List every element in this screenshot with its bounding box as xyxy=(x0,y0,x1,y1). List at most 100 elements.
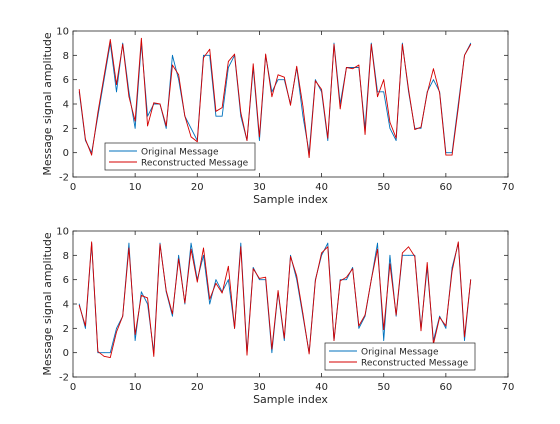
data-point xyxy=(203,57,204,59)
data-point xyxy=(451,267,453,268)
data-point xyxy=(134,127,136,129)
data-point xyxy=(91,154,93,156)
data-point xyxy=(215,110,217,112)
data-point xyxy=(234,327,235,329)
data-point xyxy=(420,126,422,128)
data-point xyxy=(346,276,347,278)
data-point xyxy=(364,134,366,135)
data-point xyxy=(122,43,124,45)
data-point xyxy=(339,280,341,282)
data-point xyxy=(103,75,105,77)
data-point xyxy=(147,297,148,299)
data-point xyxy=(395,314,397,316)
y-tick-label: 4 xyxy=(63,100,69,111)
data-point xyxy=(470,43,472,45)
x-tick-label: 20 xyxy=(191,182,204,193)
y-tick-label: 2 xyxy=(63,124,69,135)
data-point xyxy=(439,315,441,317)
data-point xyxy=(159,103,161,105)
data-point xyxy=(196,281,198,283)
data-point xyxy=(134,340,136,341)
y-tick-label: 4 xyxy=(63,300,69,311)
data-point xyxy=(339,279,341,281)
data-point xyxy=(333,340,335,341)
data-point xyxy=(128,96,130,98)
data-point xyxy=(395,315,397,317)
data-point xyxy=(314,80,316,82)
x-tick-label: 30 xyxy=(253,382,266,393)
data-point xyxy=(215,282,217,284)
data-point xyxy=(103,352,105,354)
data-point xyxy=(296,275,298,277)
data-point xyxy=(203,247,204,249)
y-tick-label: -2 xyxy=(59,173,69,184)
data-point xyxy=(401,43,403,45)
data-point xyxy=(227,279,229,281)
legend-entry: Reconstructed Message xyxy=(361,359,469,369)
data-point xyxy=(457,107,459,109)
data-point xyxy=(377,248,378,250)
data-point xyxy=(153,355,155,357)
y-tick-label: 10 xyxy=(56,27,69,38)
data-point xyxy=(128,242,130,244)
data-point xyxy=(395,137,397,139)
data-point xyxy=(420,127,422,129)
data-point xyxy=(234,53,235,55)
data-point xyxy=(283,337,285,339)
data-point xyxy=(445,325,447,327)
legend-box xyxy=(324,342,476,371)
data-point xyxy=(209,298,211,300)
data-point xyxy=(352,268,354,270)
data-point xyxy=(370,42,372,44)
data-point xyxy=(165,127,167,129)
data-point xyxy=(277,79,279,81)
data-point xyxy=(352,68,354,70)
data-point xyxy=(259,279,260,281)
data-point xyxy=(426,262,428,264)
data-point xyxy=(140,295,142,296)
data-point xyxy=(122,42,124,44)
data-point xyxy=(240,112,242,113)
data-point xyxy=(215,279,217,281)
x-axis-label: Sample index xyxy=(253,193,328,206)
data-point xyxy=(302,106,304,107)
data-point xyxy=(159,242,161,244)
data-point xyxy=(314,79,316,81)
data-point xyxy=(221,292,223,294)
x-tick-label: 0 xyxy=(70,382,76,393)
data-point xyxy=(401,42,403,44)
data-point xyxy=(178,79,180,81)
data-point xyxy=(209,303,211,305)
data-point xyxy=(283,76,285,78)
x-axis-label: Sample index xyxy=(253,393,328,406)
data-point xyxy=(140,37,142,39)
data-point xyxy=(97,112,99,113)
legend-entry: Original Message xyxy=(361,348,439,358)
data-point xyxy=(364,314,366,316)
data-point xyxy=(358,64,360,66)
data-point xyxy=(178,74,180,76)
x-tick-label: 70 xyxy=(502,382,515,393)
data-point xyxy=(470,42,472,44)
data-point xyxy=(259,140,260,141)
data-point xyxy=(134,334,136,335)
data-point xyxy=(85,138,86,140)
data-point xyxy=(389,254,391,256)
data-point xyxy=(85,327,86,329)
x-tick-label: 60 xyxy=(439,382,452,393)
data-point xyxy=(470,279,472,281)
data-point xyxy=(464,336,465,338)
data-point xyxy=(464,54,465,56)
data-point xyxy=(109,352,111,354)
data-point xyxy=(165,125,167,127)
data-point xyxy=(408,246,409,248)
data-point xyxy=(290,256,291,257)
y-tick-label: 6 xyxy=(63,75,69,86)
data-point xyxy=(408,254,409,256)
data-point xyxy=(451,270,453,272)
data-point xyxy=(78,89,80,90)
